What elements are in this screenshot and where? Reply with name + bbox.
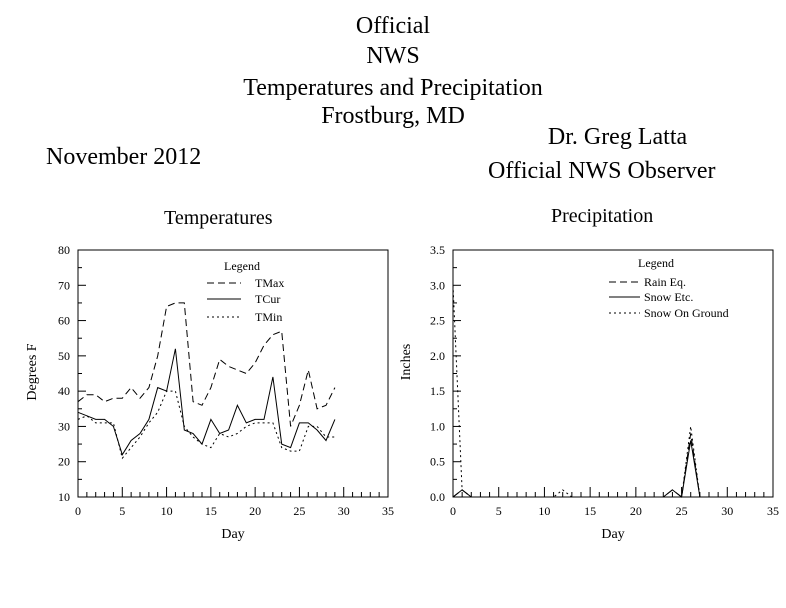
legend-entry: TMax <box>255 276 284 290</box>
x-tick-label: 20 <box>249 504 261 518</box>
x-tick-label: 35 <box>767 504 779 518</box>
legend-entry: Snow On Ground <box>644 306 729 320</box>
x-tick-label: 30 <box>721 504 733 518</box>
y-tick-label: 2.5 <box>430 314 445 328</box>
x-tick-label: 15 <box>584 504 596 518</box>
series-line-snow-etc <box>452 440 719 498</box>
x-tick-label: 15 <box>205 504 217 518</box>
legend-title: Legend <box>638 256 674 270</box>
title-line-3: Temperatures and Precipitation <box>243 75 543 101</box>
title-line-2: NWS <box>366 43 420 69</box>
y-tick-label: 30 <box>58 419 70 433</box>
y-tick-label: 20 <box>58 455 70 469</box>
plot-frame <box>77 249 389 498</box>
x-tick-label: 10 <box>161 504 173 518</box>
legend-title: Legend <box>224 259 260 273</box>
x-tick-label: 0 <box>450 504 456 518</box>
series-line-tmin <box>77 390 335 460</box>
x-tick-label: 25 <box>676 504 688 518</box>
y-tick-label: 3.0 <box>430 278 445 292</box>
x-tick-label: 35 <box>382 504 394 518</box>
temperature-chart-title: Temperatures <box>164 207 273 229</box>
x-tick-label: 10 <box>538 504 550 518</box>
title-line-1: Official <box>355 13 431 39</box>
y-tick-label: 0.0 <box>430 490 445 504</box>
y-tick-label: 80 <box>58 243 70 257</box>
y-tick-label: 50 <box>58 349 70 363</box>
series-line-tcur <box>77 348 336 456</box>
precipitation-chart-title: Precipitation <box>551 205 654 227</box>
y-tick-label: 60 <box>58 314 70 328</box>
observer-role: Official NWS Observer <box>488 158 716 184</box>
x-tick-label: 5 <box>496 504 502 518</box>
observer-name: Dr. Greg Latta <box>547 124 688 150</box>
y-tick-label: 3.5 <box>430 243 445 257</box>
month-label: November 2012 <box>46 144 202 170</box>
y-tick-label: 1.5 <box>430 384 445 398</box>
precipitation-chart: 0 5 10 15 20 25 30 35 0.0 0.5 1.0 1.5 2.0 2.5 3.0 3.5 Da… <box>399 243 779 542</box>
y-axis-label: Degrees F <box>25 343 40 400</box>
y-tick-label: 70 <box>58 278 70 292</box>
title-line-4: Frostburg, MD <box>321 103 465 129</box>
plot-frame <box>452 249 774 498</box>
y-tick-label: 10 <box>58 490 70 504</box>
x-tick-label: 20 <box>630 504 642 518</box>
x-tick-label: 0 <box>75 504 81 518</box>
x-tick-label: 25 <box>293 504 305 518</box>
series-line-rain-eq <box>452 433 719 498</box>
legend-entry: TMin <box>255 310 282 324</box>
y-tick-label: 0.5 <box>430 455 445 469</box>
y-tick-label: 2.0 <box>430 349 445 363</box>
y-axis-label: Inches <box>399 344 414 381</box>
y-tick-label: 1.0 <box>430 419 445 433</box>
legend-entry: Snow Etc. <box>644 290 693 304</box>
x-tick-label: 30 <box>338 504 350 518</box>
x-tick-label: 5 <box>119 504 125 518</box>
y-tick-label: 40 <box>58 384 70 398</box>
series-line-snow-on-ground <box>452 285 719 498</box>
legend-entry: TCur <box>255 292 280 306</box>
x-axis-label: Day <box>221 527 244 542</box>
temperature-chart: 0 5 10 15 20 25 30 35 10 20 30 40 50 60 70 80 Day Degrees… <box>25 243 394 542</box>
series-line-tmax <box>77 302 336 427</box>
x-axis-label: Day <box>601 527 624 542</box>
legend-entry: Rain Eq. <box>644 275 686 289</box>
